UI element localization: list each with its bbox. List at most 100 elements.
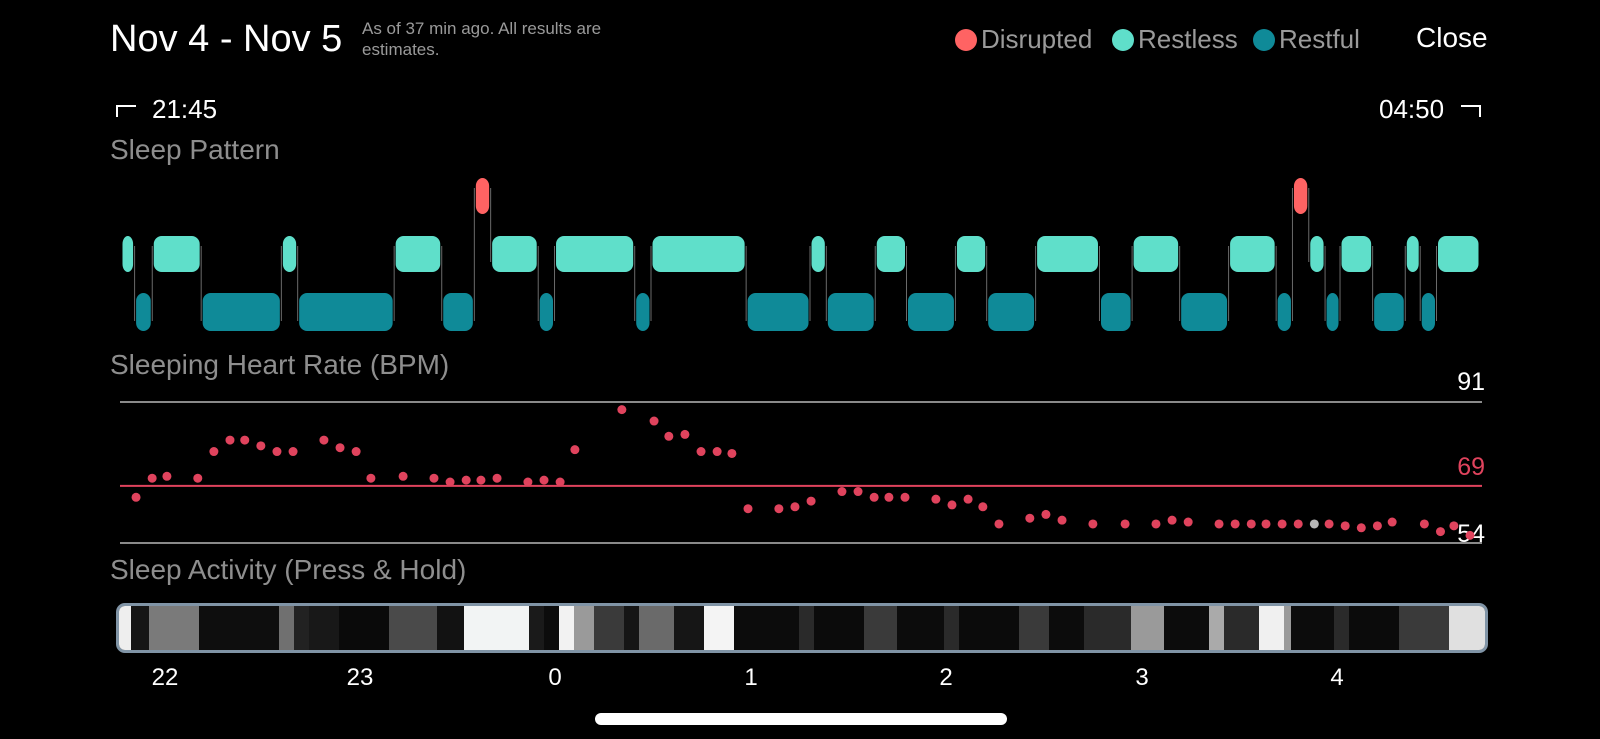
sleep-segment-restful <box>636 293 650 331</box>
sleep-segment-restful <box>1181 293 1228 331</box>
hr-point <box>900 492 910 502</box>
sleep-segment-restless <box>811 236 825 272</box>
hr-point <box>696 447 706 457</box>
activity-cell <box>309 606 339 650</box>
hr-point <box>445 477 455 487</box>
activity-cell <box>119 606 131 650</box>
sleep-segment-restful <box>202 293 280 331</box>
activity-cell <box>594 606 624 650</box>
hr-point <box>1025 513 1035 523</box>
hr-point <box>1277 519 1287 529</box>
activity-cell <box>294 606 309 650</box>
hr-point <box>1041 509 1051 519</box>
sleep-activity-heatmap[interactable] <box>119 606 1485 650</box>
activity-cell <box>1259 606 1284 650</box>
hr-point <box>1372 521 1382 531</box>
activity-cell <box>574 606 594 650</box>
sleep-segment-restless <box>122 236 134 272</box>
hr-point <box>240 435 250 445</box>
sleep-segment-restful <box>299 293 393 331</box>
activity-cell <box>897 606 944 650</box>
sleep-segment-restful <box>908 293 954 331</box>
hr-point <box>1324 519 1334 529</box>
restless-dot-icon <box>1112 28 1134 51</box>
sleep-segment-restful <box>136 293 151 331</box>
hr-point <box>1246 519 1256 529</box>
start-bracket-icon <box>116 105 136 117</box>
sleep-activity-title: Sleep Activity (Press & Hold) <box>110 554 467 585</box>
activity-cell <box>704 606 734 650</box>
activity-cell <box>1449 606 1485 650</box>
legend-item-restless: Restless <box>1112 24 1238 55</box>
activity-cell <box>1291 606 1334 650</box>
activity-cell <box>814 606 864 650</box>
hour-label-4: 4 <box>1330 664 1344 691</box>
hr-point <box>1449 521 1459 531</box>
hr-point <box>523 477 533 487</box>
activity-cell <box>1349 606 1399 650</box>
activity-cell <box>279 606 294 650</box>
activity-cell <box>624 606 639 650</box>
activity-cell <box>1284 606 1291 650</box>
activity-cell <box>639 606 674 650</box>
hr-point <box>743 504 753 514</box>
hr-point <box>429 473 439 483</box>
sleep-segment-restless <box>1133 236 1179 272</box>
hr-point <box>994 519 1004 529</box>
activity-cell <box>1131 606 1164 650</box>
hour-label-22: 22 <box>151 664 179 691</box>
activity-cell <box>1209 606 1224 650</box>
activity-cell <box>544 606 559 650</box>
sleep-segment-restless <box>1230 236 1275 272</box>
hr-point <box>837 487 847 497</box>
hr-point <box>193 473 203 483</box>
start-time: 21:45 <box>152 94 218 124</box>
sleep-segment-restless <box>1037 236 1098 272</box>
legend-item-disrupted: Disrupted <box>955 24 1092 55</box>
hr-point <box>147 473 157 483</box>
sleep-activity-bar[interactable] <box>116 603 1488 653</box>
hr-point <box>1088 519 1098 529</box>
hr-point <box>225 435 235 445</box>
hr-point <box>1261 519 1271 529</box>
hr-point <box>947 500 957 510</box>
activity-cell <box>1224 606 1259 650</box>
legend-label: Disrupted <box>981 24 1093 54</box>
hr-point <box>1419 519 1429 529</box>
activity-cell <box>1164 606 1209 650</box>
home-indicator[interactable] <box>595 713 1007 725</box>
activity-cell <box>149 606 199 650</box>
sleep-segment-disrupted <box>475 178 490 214</box>
sleep-segment-restful <box>539 293 554 331</box>
hr-point <box>1293 519 1303 529</box>
sleep-segment-restless <box>1406 236 1419 272</box>
hr-point <box>1230 519 1240 529</box>
activity-cell <box>734 606 799 650</box>
activity-cell <box>1019 606 1049 650</box>
hr-point <box>461 475 471 485</box>
sleep-segment-restless <box>395 236 441 272</box>
hr-point <box>476 475 486 485</box>
hr-point <box>664 431 674 441</box>
hr-point <box>335 443 345 453</box>
legend-item-restful: Restful <box>1253 24 1360 55</box>
sleep-segment-restless <box>1310 236 1324 272</box>
activity-cell <box>559 606 574 650</box>
hr-point <box>570 445 580 455</box>
hr-point <box>1340 521 1350 531</box>
sleep-segment-restless <box>1341 236 1372 272</box>
hr-point <box>1120 519 1130 529</box>
legend-label: Restless <box>1138 24 1238 54</box>
sleep-segment-restful <box>1277 293 1291 331</box>
sleep-segment-disrupted <box>1293 178 1308 214</box>
hour-label-0: 0 <box>548 664 562 691</box>
sleep-segment-restful <box>988 293 1035 331</box>
sleep-segment-restful <box>827 293 874 331</box>
activity-cell <box>799 606 814 650</box>
hr-point <box>1183 517 1193 527</box>
activity-cell <box>389 606 437 650</box>
hr-point <box>1214 519 1224 529</box>
close-button[interactable]: Close <box>1416 22 1488 53</box>
